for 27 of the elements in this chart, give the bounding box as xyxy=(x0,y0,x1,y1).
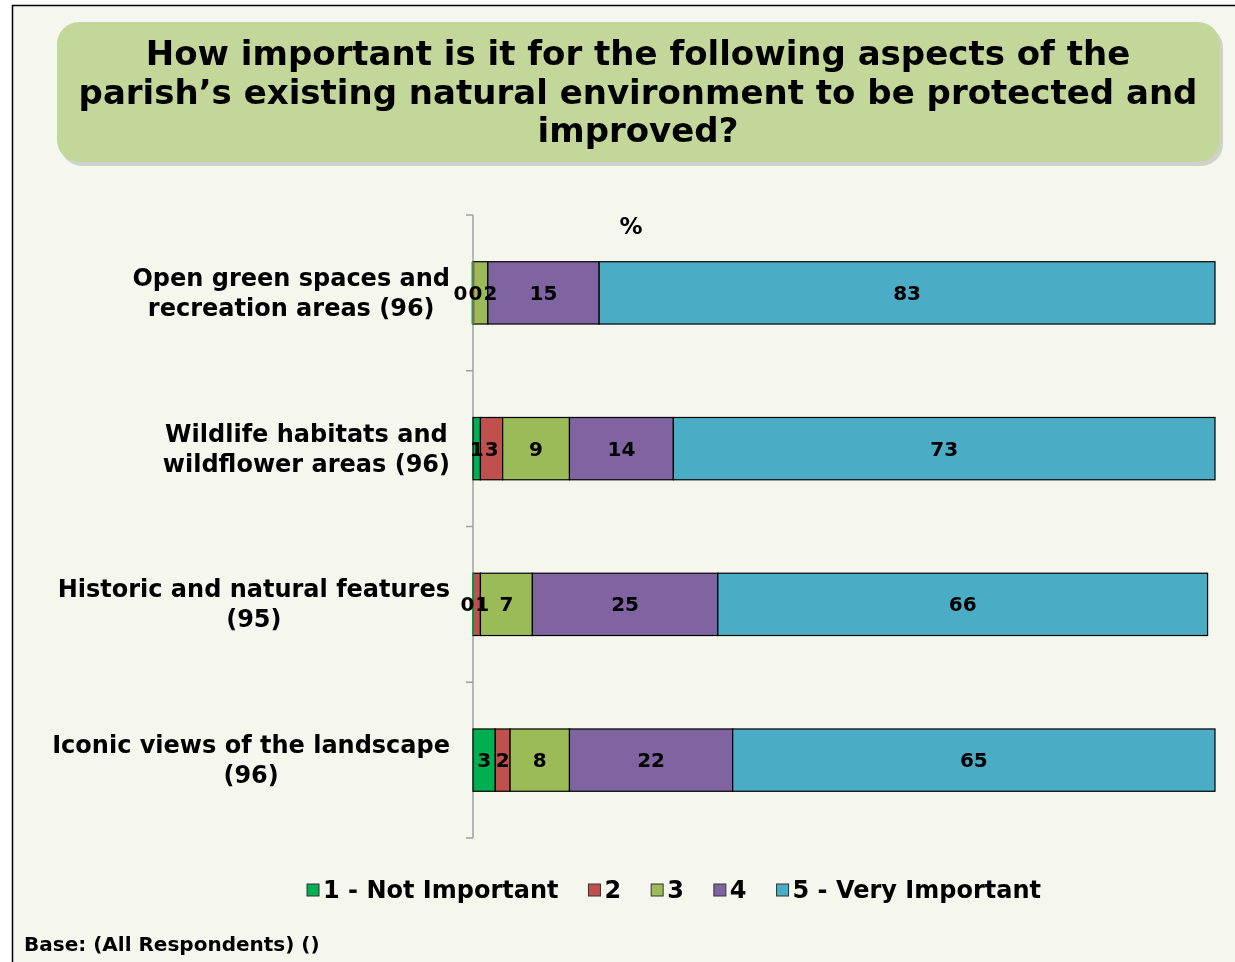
legend-label: 1 - Not Important xyxy=(323,876,559,904)
data-label: 66 xyxy=(948,592,977,617)
data-label: 9 xyxy=(529,436,544,461)
data-label: 8 xyxy=(532,748,547,773)
chart-title: How important is it for the following aspects of the parish’s existing natural environment to be protected and improved? xyxy=(78,33,1198,150)
data-label: 22 xyxy=(637,748,665,773)
data-label: 2 xyxy=(495,748,510,773)
data-label: 7 xyxy=(499,592,514,617)
data-label: 0 xyxy=(453,280,468,305)
y-tick-label: Historic and natural features (95) xyxy=(57,575,450,634)
data-label: 3 xyxy=(484,436,499,461)
y-tick-label: Open green spaces and recreation areas (96) xyxy=(132,263,450,322)
data-label: 3 xyxy=(477,748,492,773)
data-label: 14 xyxy=(607,436,636,461)
legend-label: 5 - Very Important xyxy=(792,876,1041,904)
x-axis-title: % xyxy=(619,213,643,239)
y-tick-label: Iconic views of the landscape (96) xyxy=(52,731,450,790)
legend-label: 2 xyxy=(604,876,622,904)
legend-label: 4 xyxy=(729,876,747,904)
data-label: 83 xyxy=(893,280,921,305)
text: Base: (All Respondents) () xyxy=(24,932,320,956)
y-tick-label: Wildlife habitats and wildflower areas (96) xyxy=(162,419,450,478)
legend-label: 3 xyxy=(667,876,684,904)
data-label: 73 xyxy=(930,436,959,461)
data-label: 15 xyxy=(529,280,558,305)
data-label: 25 xyxy=(611,592,640,617)
data-label: 65 xyxy=(959,748,988,773)
